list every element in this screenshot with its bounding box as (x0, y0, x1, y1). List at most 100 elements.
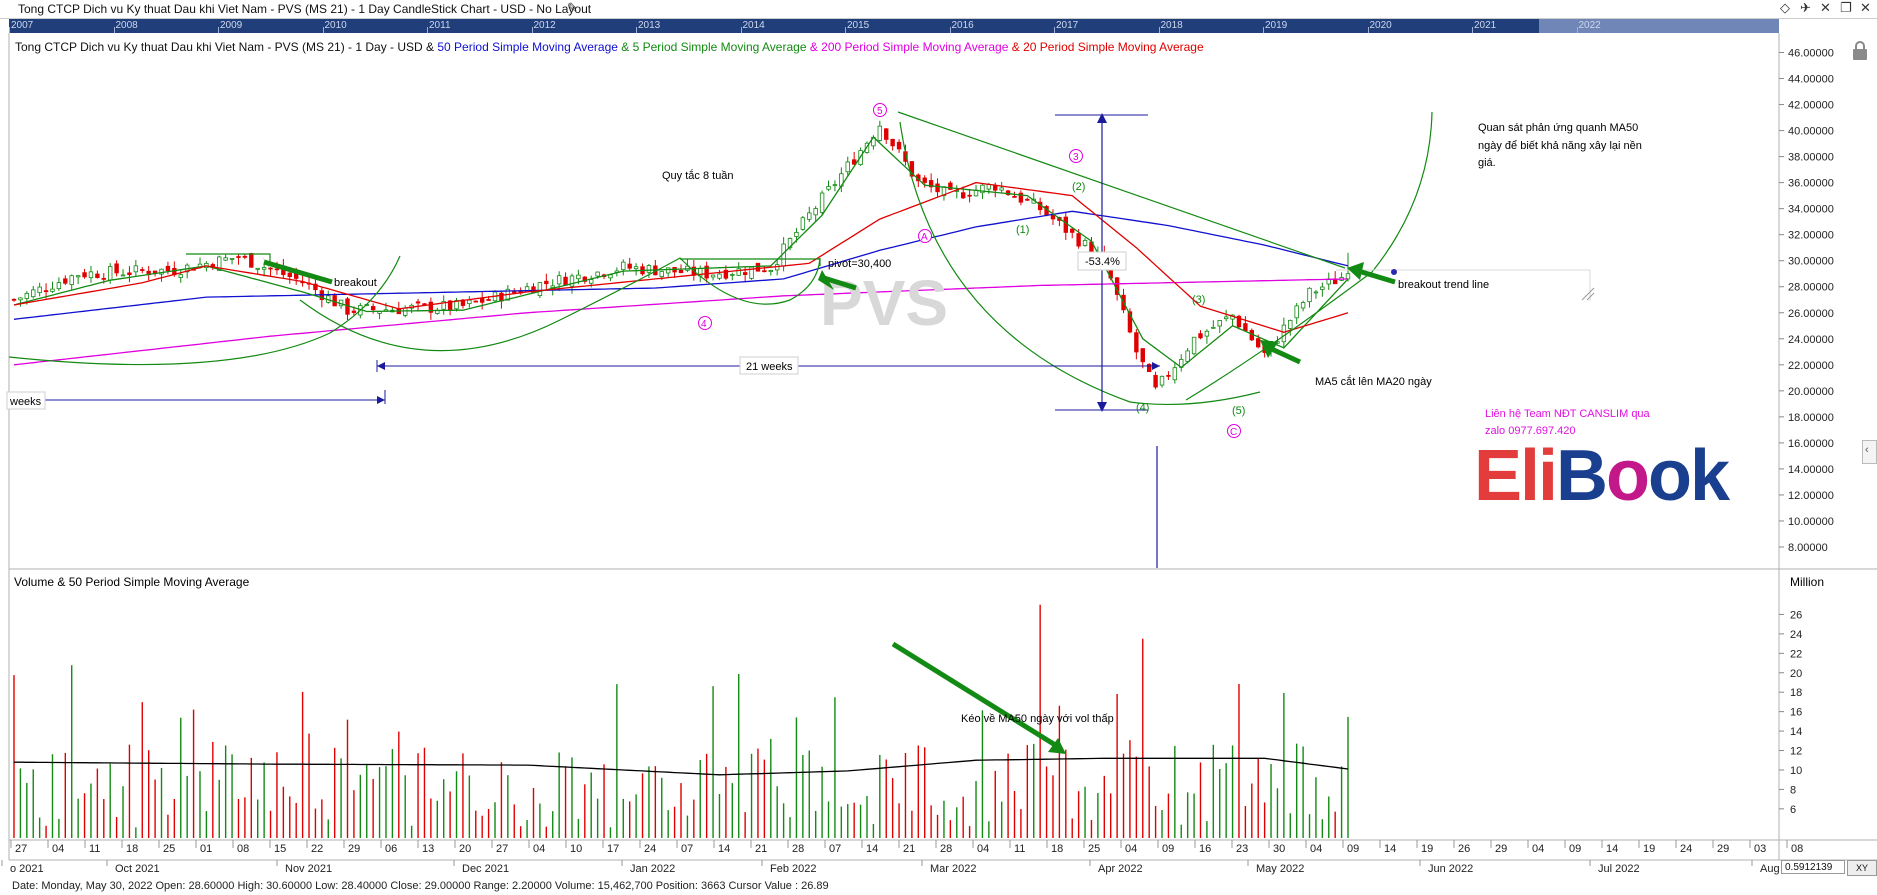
close-window-icon[interactable]: ✕ (1860, 0, 1871, 15)
candle-body (24, 292, 30, 299)
candle-body (127, 272, 132, 276)
candle-body (1172, 367, 1178, 381)
x-day-label: 06 (385, 843, 397, 855)
candle-body (1146, 363, 1152, 373)
candle-body (627, 263, 632, 269)
candle-body (633, 266, 639, 270)
candle-body (454, 300, 459, 310)
candle-body (762, 270, 767, 273)
year-strip-label[interactable]: 2018 (1160, 20, 1183, 31)
candle-body (261, 267, 267, 270)
candle-body (1191, 336, 1197, 355)
year-strip-label[interactable]: 2015 (847, 20, 870, 31)
year-strip-label[interactable]: 2008 (115, 20, 138, 31)
x-day-label: 13 (422, 843, 434, 855)
year-strip-label[interactable]: 2021 (1474, 20, 1497, 31)
candle-body (274, 268, 280, 271)
x-day-label: 27 (496, 843, 508, 855)
wave-label: 5 (877, 106, 883, 117)
x-day-label: 28 (792, 843, 804, 855)
year-strip-label[interactable]: 2020 (1369, 20, 1392, 31)
x-day-label: 04 (1125, 843, 1137, 855)
logo-part-a: Eli (1474, 436, 1558, 516)
candle-body (165, 265, 171, 272)
year-strip-label[interactable]: 2017 (1056, 20, 1079, 31)
close-icon[interactable]: ✕ (1820, 0, 1831, 15)
legend-prefix: Tong CTCP Dich vu Ky thuat Dau khi Viet … (15, 40, 438, 54)
watermark: PVS (820, 267, 948, 339)
price-y-tick-label: 16.00000 (1788, 438, 1834, 450)
x-day-label: 25 (163, 843, 175, 855)
candle-body (768, 270, 773, 273)
year-strip-label[interactable]: 2007 (11, 20, 34, 31)
year-navigator[interactable]: 2007 2008 2009 2010 2011 2012 2013 2014 2015 2016… (9, 19, 1779, 33)
candle-body (960, 192, 966, 199)
price-y-tick-label: 42.00000 (1788, 100, 1834, 112)
pin-icon[interactable]: ✈ (1800, 0, 1811, 15)
x-month-label: o 2021 (10, 863, 44, 875)
year-strip-tick (740, 27, 742, 33)
price-y-tick-label: 20.00000 (1788, 386, 1834, 398)
diamond-icon[interactable]: ◇ (1780, 0, 1790, 15)
x-month-label: Dec 2021 (462, 863, 509, 875)
candle-body (884, 128, 889, 140)
ma5-cat-label: MA5 cắt lên MA20 ngày (1315, 375, 1432, 388)
weeks-label: weeks (9, 396, 42, 408)
x-day-label: 08 (1791, 843, 1803, 855)
x-day-label: 15 (274, 843, 286, 855)
restore-icon[interactable]: ❐ (1840, 0, 1852, 15)
x-day-label: 14 (866, 843, 878, 855)
wave-label: (1) (1016, 224, 1029, 236)
cup-right-arc (1185, 111, 1433, 401)
candle-body (787, 238, 793, 249)
price-y-tick-label: 10.00000 (1788, 516, 1834, 528)
pct-box (1077, 251, 1127, 271)
candle-body (819, 192, 825, 213)
trend-line (897, 111, 1346, 269)
year-strip-label[interactable]: 2014 (742, 20, 765, 31)
candle-body (928, 180, 934, 188)
x-day-label: 26 (1458, 843, 1470, 855)
arrow-volume (891, 641, 1062, 751)
candle-body (1281, 324, 1287, 343)
year-strip-tick (9, 27, 10, 33)
candle-body (101, 277, 106, 280)
xy-toggle-button[interactable]: XY (1847, 860, 1877, 876)
x-day-label: 07 (681, 843, 693, 855)
x-month-label: Nov 2021 (285, 863, 332, 875)
year-strip-label[interactable]: 2012 (533, 20, 556, 31)
candle-body (569, 275, 575, 287)
year-strip-label[interactable]: 2010 (324, 20, 347, 31)
year-strip-label[interactable]: 2016 (951, 20, 974, 31)
wave-label: C (1230, 427, 1237, 438)
year-strip-label[interactable]: 2019 (1265, 20, 1288, 31)
legend-ma20: 20 Period Simple Moving Average (1023, 40, 1204, 54)
candle-body (851, 159, 857, 165)
lock-icon[interactable] (1850, 41, 1870, 61)
year-strip-label[interactable]: 2009 (220, 20, 243, 31)
candle-body (1127, 311, 1133, 333)
candle-body (935, 183, 940, 193)
year-strip-label[interactable]: 2011 (429, 20, 451, 31)
cursor-value-box: 0.5912139 (1781, 860, 1845, 874)
candle-body (646, 265, 652, 273)
legend-sep: & (617, 40, 633, 54)
year-strip-label[interactable]: 2013 (638, 20, 661, 31)
candle-body (890, 138, 895, 147)
candle-body (1307, 287, 1312, 303)
candle-body (845, 161, 850, 173)
candle-body (1288, 319, 1293, 329)
volume-y-tick-label: 8 (1790, 784, 1796, 796)
candle-body (287, 272, 292, 278)
pencil-icon[interactable]: ✎ (567, 0, 578, 15)
wave-label: 4 (701, 319, 707, 330)
year-strip-label[interactable]: 2022 (1578, 20, 1601, 31)
candle-body (1243, 323, 1248, 332)
candle-body (422, 303, 427, 306)
resize-handle[interactable] (1581, 287, 1595, 301)
price-y-tick-label: 8.00000 (1788, 542, 1828, 554)
arrow-ma5-head (1260, 340, 1278, 358)
expand-panel-icon[interactable]: ‹ (1862, 440, 1877, 464)
year-selection[interactable] (1539, 19, 1779, 33)
